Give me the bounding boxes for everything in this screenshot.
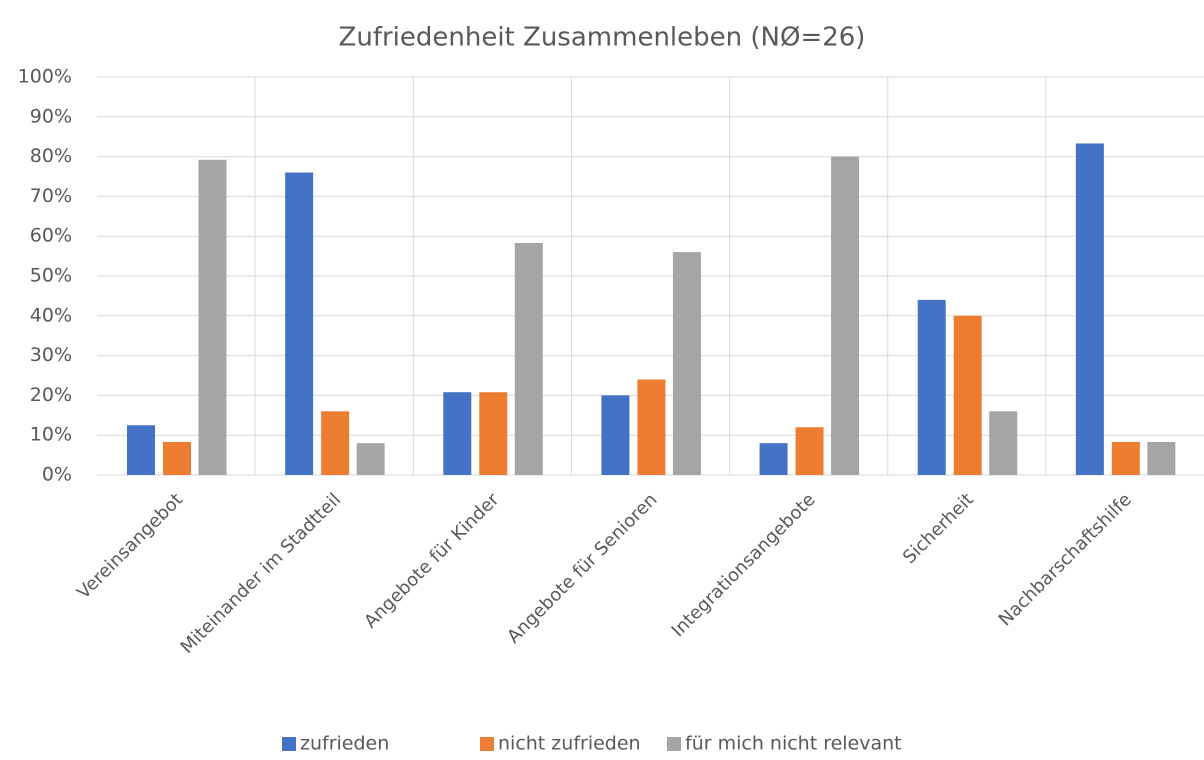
bar xyxy=(285,172,314,475)
x-tick-label: Vereinsangebot xyxy=(73,489,187,603)
bar xyxy=(831,156,860,475)
y-tick-label: 30% xyxy=(30,344,72,366)
legend-label: zufrieden xyxy=(300,733,389,755)
y-tick-label: 50% xyxy=(30,265,72,287)
x-tick-label: Nachbarschaftshilfe xyxy=(995,489,1136,630)
y-tick-label: 80% xyxy=(30,145,72,167)
bar xyxy=(356,443,385,475)
legend-swatch xyxy=(282,737,296,751)
bar xyxy=(514,242,543,475)
y-tick-label: 90% xyxy=(30,105,72,127)
bar xyxy=(672,252,701,475)
y-tick-label: 100% xyxy=(18,66,72,88)
x-tick-label: Sicherheit xyxy=(899,489,978,568)
bar xyxy=(127,425,155,475)
bar xyxy=(795,427,824,475)
y-tick-label: 60% xyxy=(30,225,72,247)
legend-label: nicht zufrieden xyxy=(498,733,641,755)
bar xyxy=(601,395,630,475)
legend-label: für mich nicht relevant xyxy=(685,733,902,755)
x-tick-label: Angebote für Senioren xyxy=(503,489,661,647)
x-tick-label: Miteinander im Stadtteil xyxy=(177,489,346,658)
bar xyxy=(989,411,1018,475)
bar xyxy=(953,315,982,475)
y-tick-label: 10% xyxy=(30,424,72,446)
bar xyxy=(637,379,666,475)
bar xyxy=(1075,143,1104,475)
y-tick-label: 0% xyxy=(42,464,72,486)
bar xyxy=(443,392,472,475)
y-tick-label: 40% xyxy=(30,304,72,326)
y-tick-label: 70% xyxy=(30,185,72,207)
bar xyxy=(198,159,227,475)
bar xyxy=(163,441,191,475)
bar xyxy=(917,299,946,475)
bar xyxy=(1147,441,1176,475)
bar xyxy=(1111,441,1140,475)
legend-swatch xyxy=(667,737,681,751)
bar xyxy=(321,411,350,475)
legend-swatch xyxy=(480,737,494,751)
chart-title: Zufriedenheit Zusammenleben (NØ=26) xyxy=(339,23,866,53)
x-tick-label: Integrationsangebote xyxy=(668,489,820,641)
bar xyxy=(759,443,788,475)
x-tick-label: Angebote für Kinder xyxy=(360,489,504,633)
bar xyxy=(479,392,508,475)
y-tick-label: 20% xyxy=(30,384,72,406)
